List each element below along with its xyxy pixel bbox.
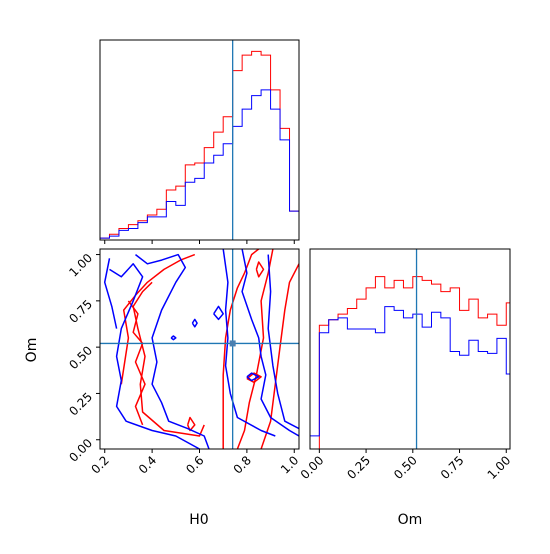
h0-tick-label-3: 0.8 [231,453,254,476]
h0-tick-label-0: 0.2 [88,453,111,476]
contour-series-1-6 [213,305,224,321]
h0-om-joint-panel: 0.2 0.4 0.6 0.8 1.00.000.250.500.751.00 [66,248,301,477]
om-x-tick-label-4: 1.00 [485,453,514,482]
contour-series-1-3 [222,249,276,437]
contour-series-0-4 [132,281,205,437]
contour-series-0-2 [260,263,299,449]
contour-series-1-5 [267,254,299,430]
om-x-tick-label-2: 0.50 [391,453,420,482]
h0-tick-label-1: 0.4 [136,453,159,476]
om-tick-label-4: 1.00 [66,251,95,280]
h0-histogram-series-1 [99,89,300,240]
y-axis-label-om: Om [24,338,40,363]
joint-truth-marker [229,340,236,347]
om-tick-label-2: 0.50 [66,343,95,372]
contour-series-1-0 [135,253,210,449]
contour-series-1-9 [191,318,198,328]
contour-series-0-7 [255,261,265,278]
om-x-tick-label-3: 0.75 [438,453,467,482]
om-tick-label-0: 0.00 [66,436,95,465]
om-marginal-frame [309,248,511,450]
contour-series-1-1 [109,263,200,449]
contour-series-0-5 [127,300,146,426]
contour-series-0-1 [236,249,274,449]
contour-series-1-7 [170,335,177,341]
contour-series-1-8 [246,372,260,382]
h0-marginal-panel [99,39,300,244]
contour-series-0-3 [120,253,196,385]
x-axis-label-om: Om [398,512,423,528]
x-axis-label-h0: H0 [189,512,208,528]
om-tick-label-1: 0.25 [66,390,95,419]
contour-series-1-2 [103,258,118,329]
om-histogram-series-0 [310,276,511,450]
contour-series-1-4 [241,249,299,437]
om-x-tick-label-0: 0.00 [298,453,327,482]
joint-contours [103,249,299,449]
om-tick-label-3: 0.75 [66,297,95,326]
om-marginal-panel: 0.00 0.25 0.50 0.75 1.00 [298,248,514,482]
h0-marginal-frame [99,39,300,241]
contour-series-0-0 [222,249,260,449]
h0-histogram-series-0 [99,50,300,240]
om-histogram-series-1 [309,306,510,449]
h0-tick-label-2: 0.6 [183,453,206,476]
om-x-tick-label-1: 0.25 [344,453,373,482]
